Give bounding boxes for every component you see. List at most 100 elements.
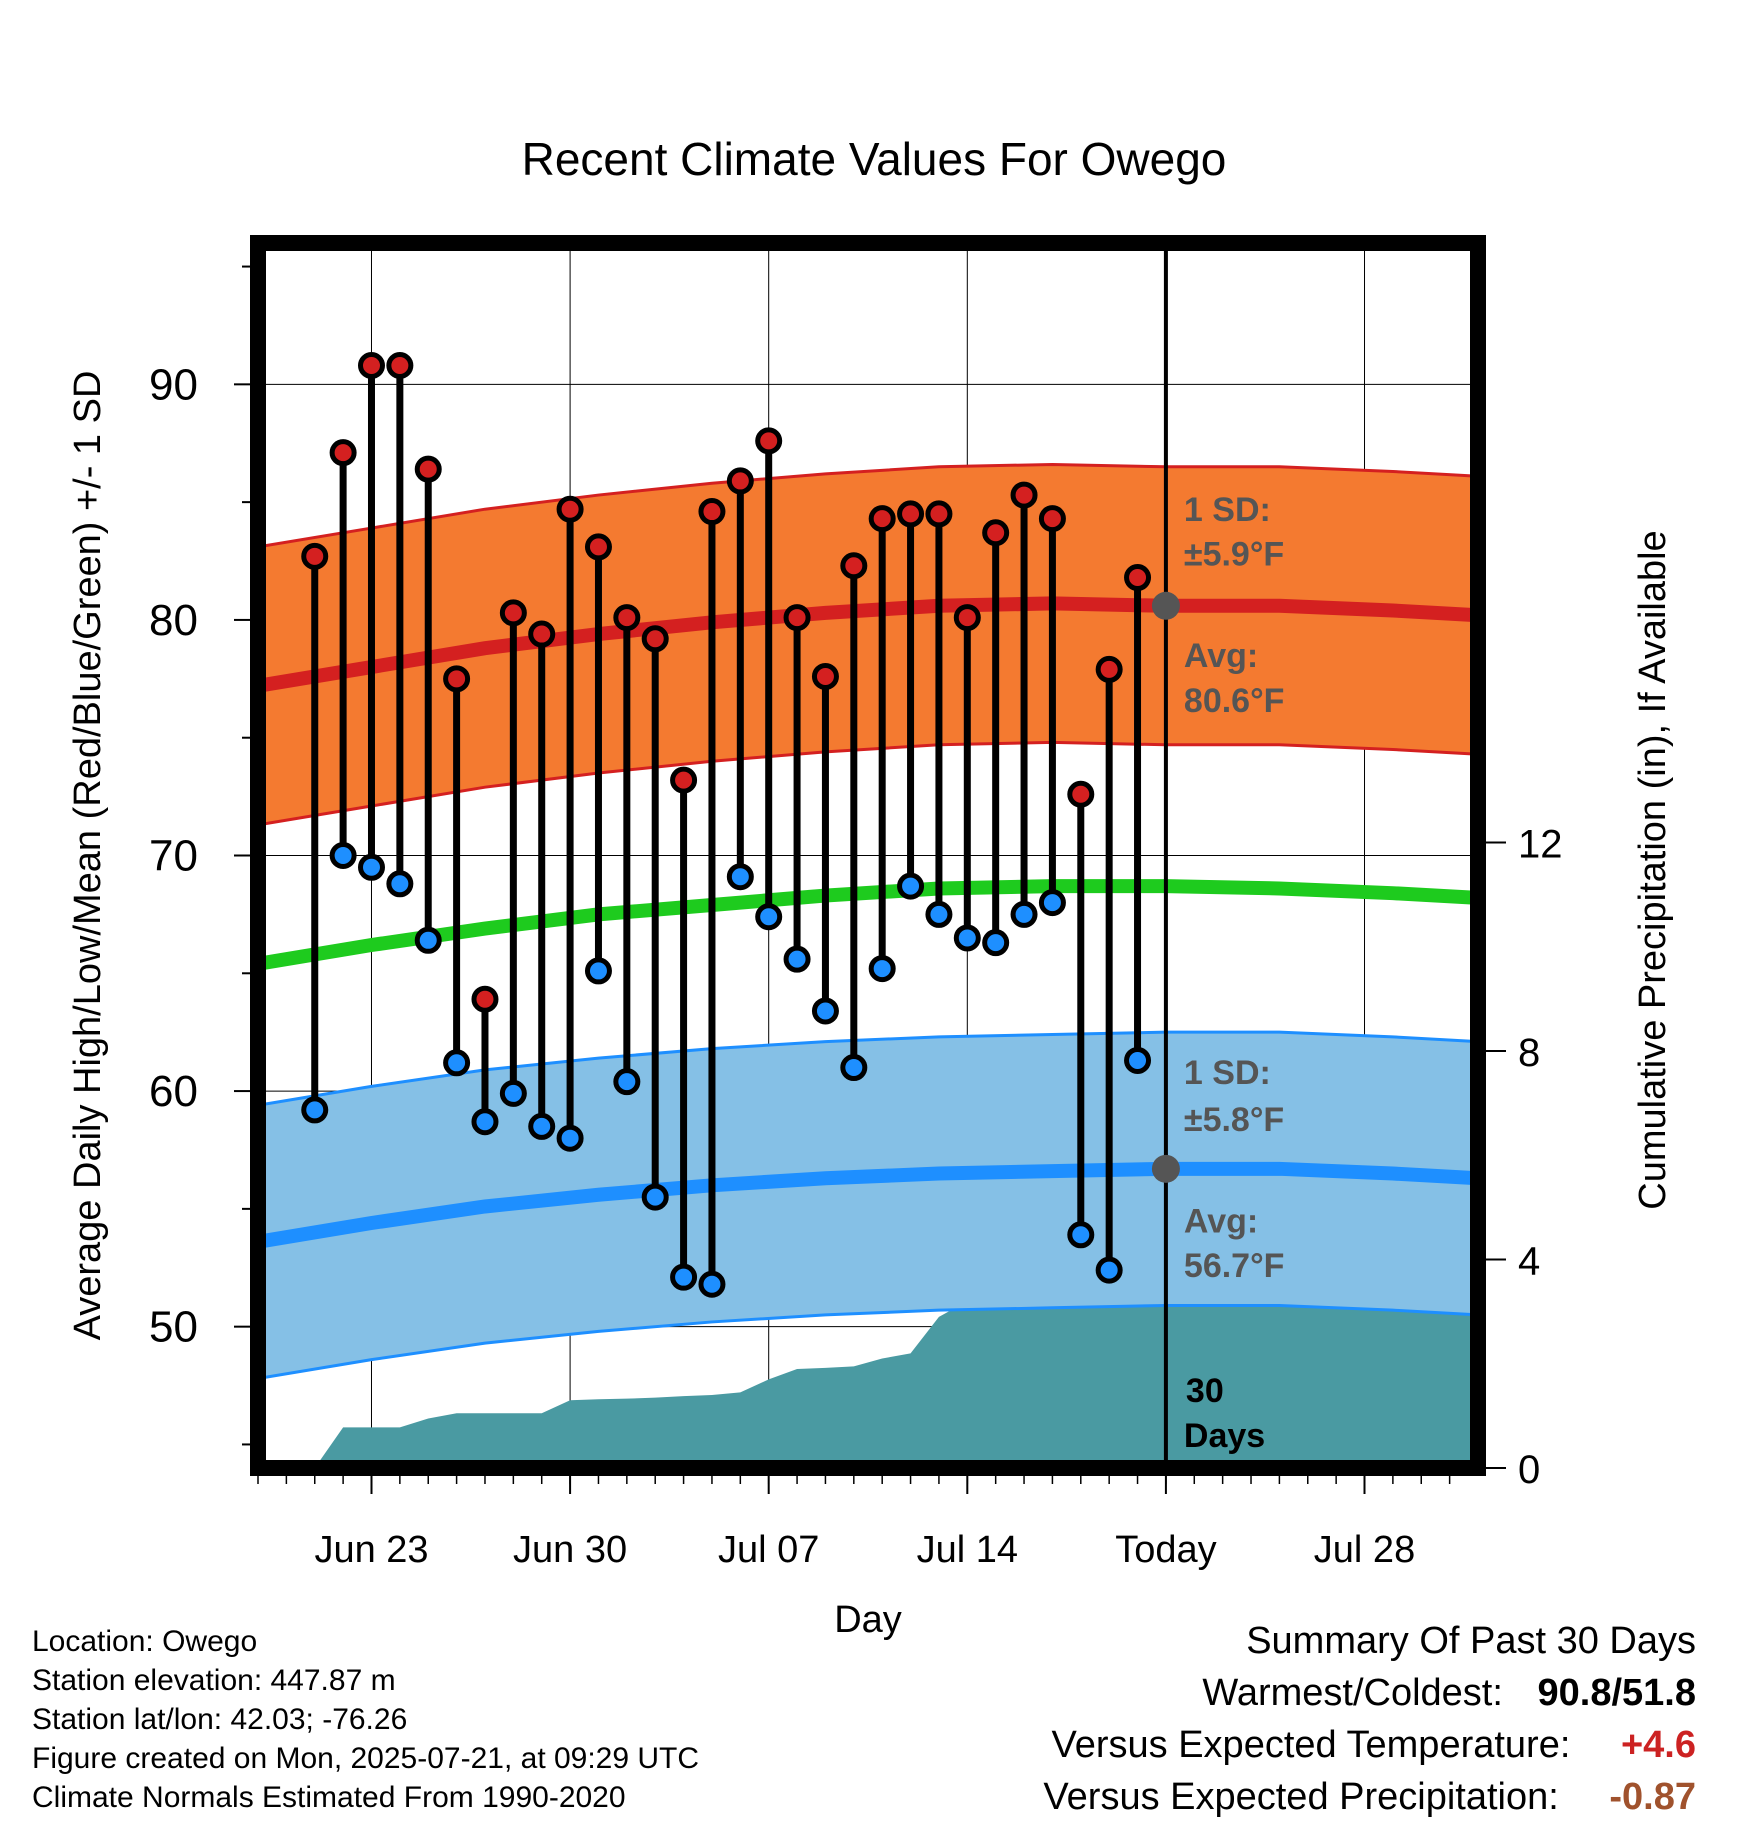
daily-low-point — [443, 1049, 471, 1077]
today-low-avg-marker — [1151, 1154, 1180, 1183]
y-tick-label: 70 — [149, 832, 198, 881]
temp-value: +4.6 — [1620, 1724, 1696, 1766]
y-tick-label: 60 — [149, 1067, 198, 1116]
y2-tick-label: 12 — [1518, 822, 1563, 866]
station-info: Location: Owego Station elevation: 447.8… — [32, 1622, 699, 1817]
daily-high-point — [897, 500, 925, 528]
y-axis-label: Average Daily High/Low/Mean (Red/Blue/Gr… — [67, 371, 109, 1341]
daily-low-point — [386, 870, 414, 898]
daily-high-point — [556, 495, 584, 523]
temp-label: Versus Expected Temperature: — [1051, 1724, 1571, 1766]
daily-high-point — [499, 599, 527, 627]
y2-axis-label: Cumulative Precipitation (in), If Availa… — [1632, 530, 1674, 1209]
low-avg-value: 56.7°F — [1184, 1247, 1285, 1285]
window-label-days: Days — [1184, 1417, 1265, 1455]
y-tick-label: 50 — [149, 1303, 198, 1352]
warm-cold-label: Warmest/Coldest: — [1202, 1672, 1503, 1714]
daily-high-point — [1010, 481, 1038, 509]
daily-high-point — [670, 766, 698, 794]
low-sd-upper-edge — [258, 1030, 1478, 1107]
daily-low-point — [584, 957, 612, 985]
x-axis-label: Day — [834, 1599, 902, 1641]
daily-high-point — [1067, 780, 1095, 808]
chart-title: Recent Climate Values For Owego — [522, 133, 1227, 185]
daily-low-point — [641, 1183, 669, 1211]
y2-tick-label: 4 — [1518, 1239, 1540, 1283]
high-sd-value: ±5.9°F — [1184, 536, 1284, 574]
daily-high-point — [357, 352, 385, 379]
daily-low-point — [414, 926, 442, 954]
daily-low-point — [925, 900, 953, 928]
daily-high-point — [840, 552, 868, 580]
warm-cold-values: 90.8/51.8 — [1537, 1672, 1697, 1714]
high-sd-band — [258, 464, 1478, 825]
low-sd-value: ±5.8°F — [1184, 1101, 1284, 1139]
daily-low-point — [1010, 900, 1038, 928]
normals-text: Climate Normals Estimated From 1990-2020 — [32, 1781, 626, 1814]
low-sd-band — [258, 1032, 1478, 1379]
warmest-value: 90.8 — [1537, 1672, 1612, 1714]
daily-low-point — [840, 1054, 868, 1082]
x-tick-label: Jul 14 — [917, 1529, 1018, 1571]
daily-high-point — [811, 662, 839, 690]
daily-high-point — [414, 455, 442, 483]
low-avg-line — [258, 1161, 1478, 1249]
high-sd-label: 1 SD: — [1184, 491, 1271, 529]
daily-low-point — [897, 872, 925, 900]
daily-low-point — [556, 1124, 584, 1152]
daily-low-point — [698, 1270, 726, 1298]
summary-title: Summary Of Past 30 Days — [1246, 1620, 1696, 1662]
daily-low-point — [783, 945, 811, 973]
precip-label: Versus Expected Precipitation: — [1043, 1776, 1559, 1818]
daily-high-point — [755, 427, 783, 455]
high-avg-label: Avg: — [1184, 637, 1258, 675]
daily-high-point — [1095, 655, 1123, 683]
plot-area: 1 SD: ±5.9°F Avg: 80.6°F 1 SD: ±5.8°F Avg: 56.7… — [258, 243, 1478, 1468]
summary-temp: Versus Expected Temperature: +4.6 — [1043, 1719, 1696, 1771]
daily-low-point — [471, 1108, 499, 1136]
location-text: Location: Owego — [32, 1625, 258, 1658]
daily-high-point — [1124, 564, 1152, 592]
daily-high-point — [783, 604, 811, 632]
daily-low-point — [301, 1096, 329, 1124]
daily-low-point — [982, 929, 1010, 957]
daily-low-point — [1095, 1256, 1123, 1284]
daily-low-point — [499, 1079, 527, 1107]
plot-clip-group: 1 SD: ±5.9°F Avg: 80.6°F 1 SD: ±5.8°F Avg: 56.7… — [258, 243, 1478, 1468]
daily-high-point — [471, 985, 499, 1013]
daily-high-point — [1038, 505, 1066, 533]
x-tick-label: Jul 28 — [1314, 1529, 1415, 1571]
x-tick-label: Today — [1115, 1529, 1216, 1571]
high-avg-value: 80.6°F — [1184, 682, 1285, 720]
daily-high-point — [953, 604, 981, 632]
daily-low-point — [670, 1263, 698, 1291]
daily-high-point — [641, 625, 669, 653]
daily-high-point — [698, 498, 726, 526]
daily-low-point — [811, 997, 839, 1025]
daily-low-point — [1038, 889, 1066, 917]
created-text: Figure created on Mon, 2025-07-21, at 09… — [32, 1742, 700, 1775]
daily-high-point — [329, 439, 357, 467]
axes: 50 60 70 80 90 0 4 8 12 Jun 23 Jun 30 Jul 07 Jul 14 T… — [67, 235, 1674, 1641]
daily-high-point — [528, 620, 556, 648]
plot-frame — [250, 235, 1486, 1476]
y-tick-label: 80 — [149, 596, 198, 645]
daily-high-point — [443, 665, 471, 693]
x-tick-label: Jul 07 — [718, 1529, 819, 1571]
summary-precip: Versus Expected Precipitation: -0.87 — [1043, 1771, 1696, 1823]
daily-low-point — [726, 863, 754, 891]
daily-low-point — [1124, 1046, 1152, 1074]
daily-low-point — [528, 1112, 556, 1140]
daily-low-point — [357, 853, 385, 881]
x-tick-label: Jun 23 — [314, 1529, 428, 1571]
daily-low-point — [613, 1068, 641, 1096]
mean-avg-line — [258, 879, 1478, 971]
y2-tick-label: 8 — [1518, 1031, 1540, 1075]
latlon-text: Station lat/lon: 42.03; -76.26 — [32, 1703, 408, 1736]
low-avg-label: Avg: — [1184, 1202, 1258, 1240]
low-sd-lower-edge — [258, 1303, 1478, 1380]
daily-high-point — [982, 519, 1010, 547]
summary-warm-cold: Warmest/Coldest: 90.8/51.8 — [1043, 1667, 1696, 1719]
y-tick-label: 90 — [149, 360, 198, 409]
